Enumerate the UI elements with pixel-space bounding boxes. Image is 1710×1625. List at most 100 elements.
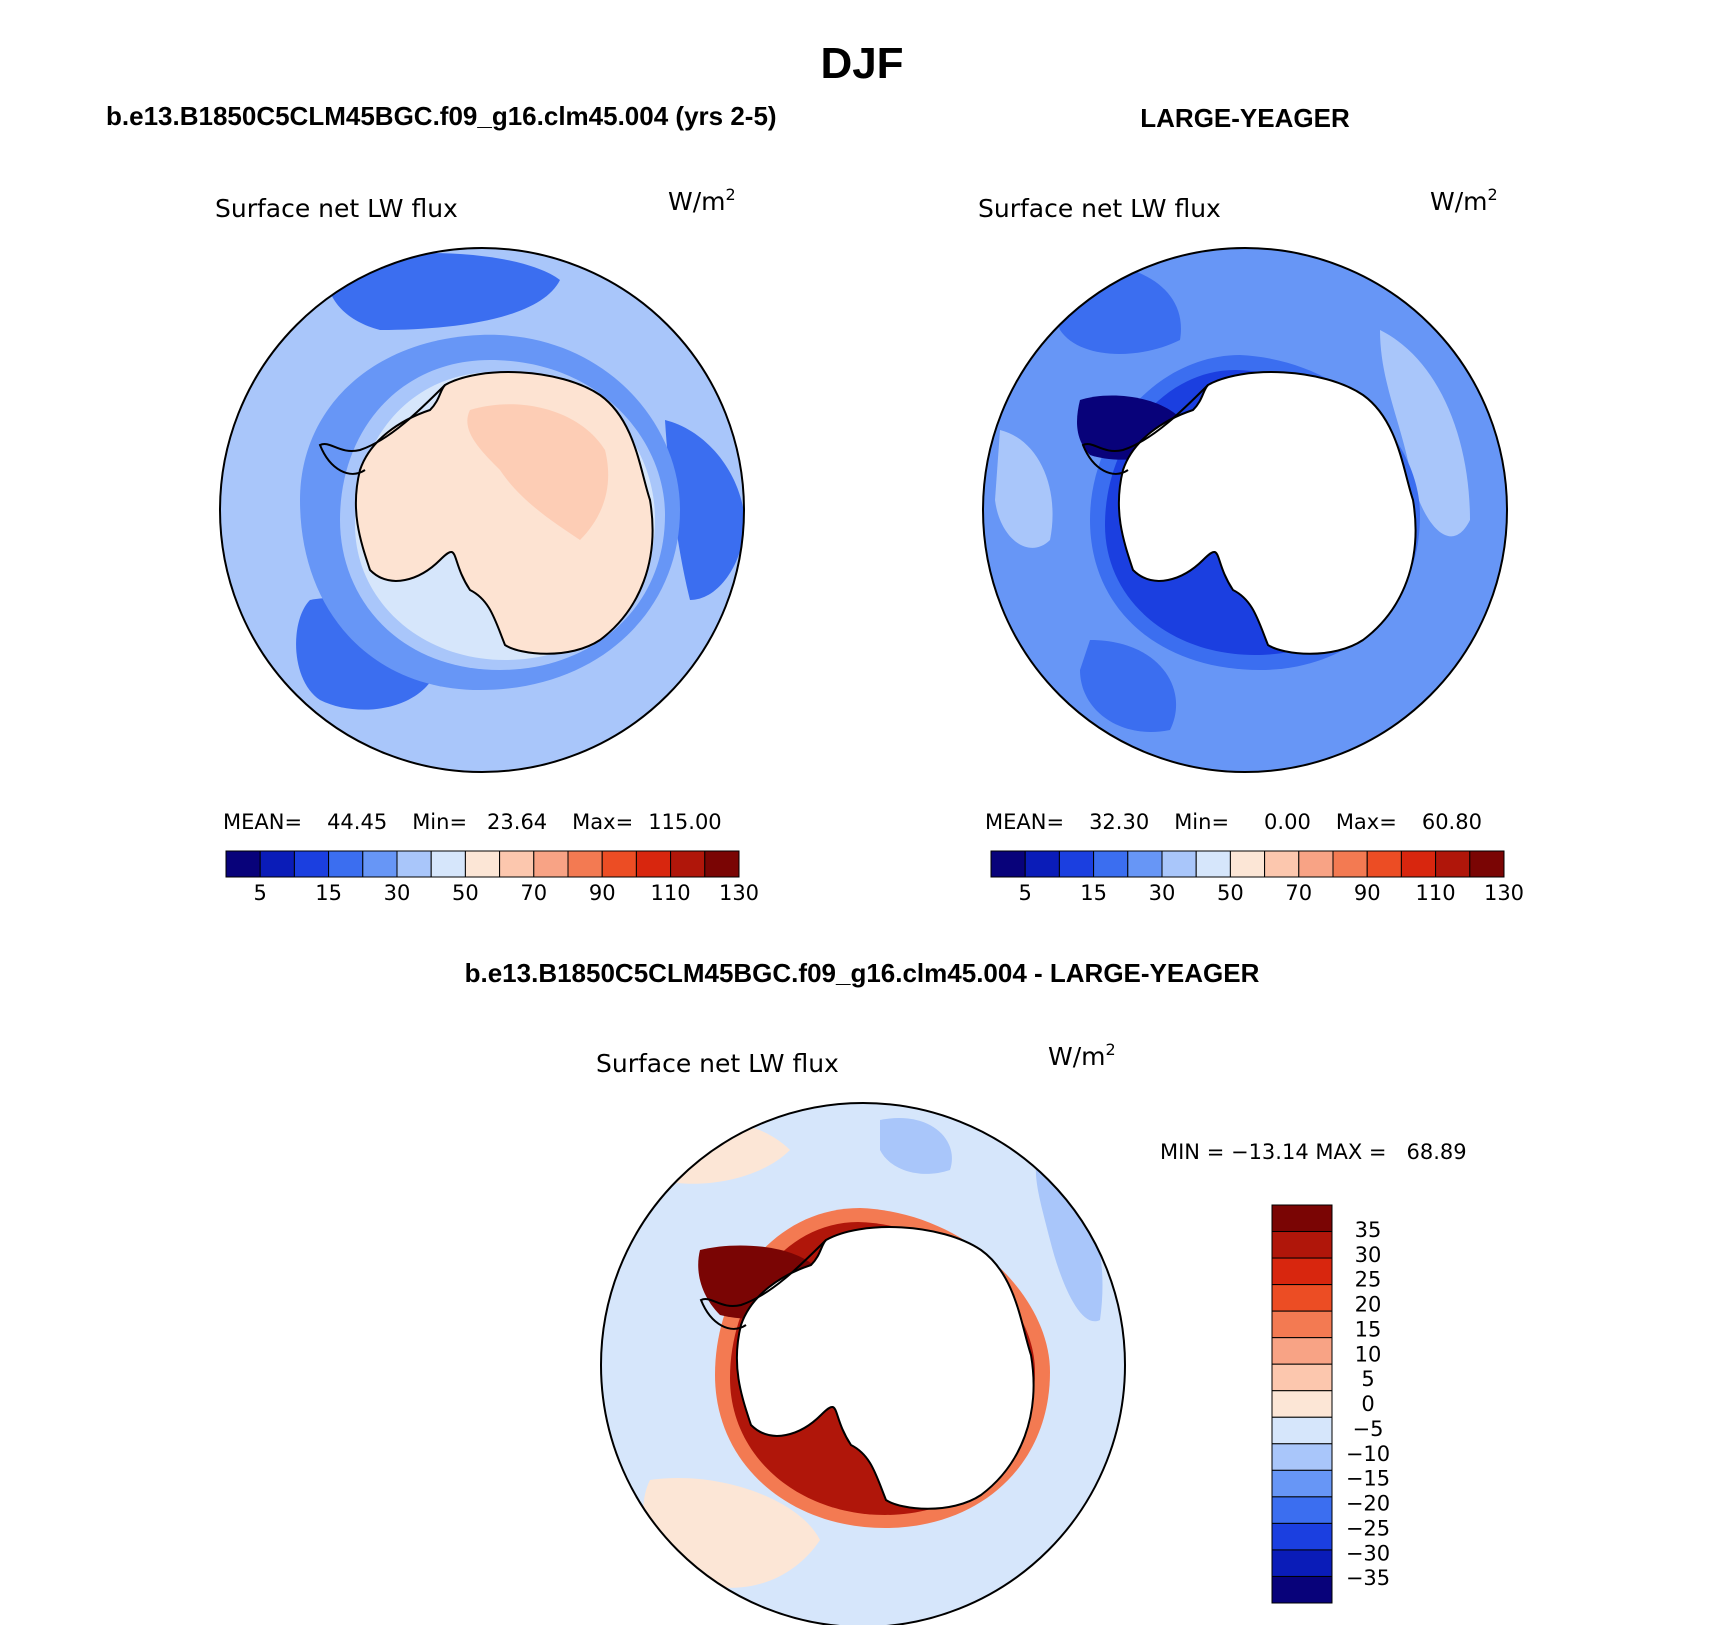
cb3-tick-label: 30 <box>1355 1243 1382 1267</box>
cb2-tick-label: 30 <box>1149 881 1176 905</box>
colorbar-swatch <box>1161 850 1197 878</box>
colorbar-swatch <box>533 850 569 878</box>
colorbar-swatch <box>601 850 637 878</box>
cb1-tick-label: 15 <box>315 881 342 905</box>
cb3-tick-label: −20 <box>1346 1492 1390 1516</box>
colorbar-swatch <box>464 850 501 878</box>
panel-obs-contour-light-east <box>1380 330 1470 537</box>
panel-obs-stats: MEAN= 32.30 Min= 0.00 Max= 60.80 <box>985 810 1482 834</box>
colorbar-swatch <box>1024 850 1060 878</box>
panel-model-colorbar <box>225 850 740 878</box>
cb3-tick-label: −30 <box>1346 1541 1390 1565</box>
colorbar-swatch <box>1271 1310 1333 1339</box>
colorbar-swatch <box>1400 850 1437 878</box>
cb2-tick-label: 70 <box>1285 881 1312 905</box>
colorbar-swatch <box>1271 1363 1333 1392</box>
colorbar-swatch <box>225 850 261 878</box>
panel-obs-contour-dark-south <box>1080 640 1177 732</box>
colorbar-swatch <box>396 850 432 878</box>
panel-model-contour-darkblue-north <box>327 253 560 330</box>
colorbar-swatch <box>1332 850 1368 878</box>
cb1-tick-label: 70 <box>520 881 547 905</box>
panel-diff-colorbar <box>1271 1204 1333 1604</box>
colorbar-swatch <box>1271 1416 1333 1445</box>
colorbar-swatch <box>1435 850 1471 878</box>
cb3-tick-label: 15 <box>1355 1317 1382 1341</box>
panel-model: b.e13.B1850C5CLM45BGC.f09_g16.clm45.004 … <box>106 101 777 905</box>
panel-model-peninsula <box>318 384 446 475</box>
colorbar-swatch <box>1298 850 1334 878</box>
colorbar-swatch <box>1229 850 1266 878</box>
colorbar-swatch <box>1271 1575 1333 1604</box>
cb3-tick-label: −25 <box>1346 1516 1390 1540</box>
panel-diff-units: W/m2 <box>1048 1040 1116 1071</box>
colorbar-swatch <box>567 850 603 878</box>
cb1-tick-label: 30 <box>384 881 411 905</box>
panel-obs-peninsula <box>1081 384 1209 475</box>
panel-diff-title: b.e13.B1850C5CLM45BGC.f09_g16.clm45.004 … <box>465 958 1260 988</box>
colorbar-swatch <box>1271 1284 1333 1312</box>
colorbar-swatch <box>1093 850 1129 878</box>
panel-obs-land <box>1117 371 1417 655</box>
colorbar-swatch <box>1271 1549 1333 1577</box>
panel-obs-contour-light-west <box>995 430 1053 548</box>
cb3-tick-label: 10 <box>1355 1342 1382 1366</box>
panel-diff-contour-cool-north <box>880 1118 952 1174</box>
cb2-tick-label: 15 <box>1080 881 1107 905</box>
panel-obs-subtitle: Surface net LW flux <box>978 194 1221 223</box>
panel-diff-contour-cool-east <box>1035 1150 1103 1322</box>
colorbar-swatch <box>499 850 535 878</box>
colorbar-swatch <box>1271 1337 1333 1365</box>
colorbar-swatch <box>704 850 740 878</box>
panel-model-subtitle: Surface net LW flux <box>215 194 458 223</box>
panel-model-land-warm-patch <box>467 404 609 540</box>
panel-model-title: b.e13.B1850C5CLM45BGC.f09_g16.clm45.004 … <box>106 101 777 131</box>
cb3-tick-label: 20 <box>1355 1293 1382 1317</box>
cb2-tick-label: 130 <box>1484 881 1524 905</box>
colorbar-swatch <box>362 850 398 878</box>
colorbar-swatch <box>1127 850 1163 878</box>
colorbar-swatch <box>1271 1496 1333 1524</box>
cb2-tick-label: 90 <box>1354 881 1381 905</box>
cb2-tick-label: 110 <box>1416 881 1456 905</box>
panel-diff-map-border <box>600 1102 1126 1625</box>
panel-model-units: W/m2 <box>668 185 736 216</box>
panel-obs: LARGE-YEAGER Surface net LW flux W/m2 ME… <box>978 103 1524 905</box>
cb1-tick-label: 90 <box>589 881 616 905</box>
cb3-tick-label: 0 <box>1361 1392 1374 1416</box>
colorbar-swatch <box>1058 850 1095 878</box>
panel-model-colorbar-ticks: 5 15 30 50 70 90 110 130 <box>254 881 760 905</box>
panel-difference: b.e13.B1850C5CLM45BGC.f09_g16.clm45.004 … <box>465 958 1467 1625</box>
colorbar-swatch <box>259 850 295 878</box>
colorbar-swatch <box>1271 1204 1333 1233</box>
cb1-tick-label: 5 <box>254 881 267 905</box>
colorbar-swatch <box>328 850 364 878</box>
panel-diff-colorbar-ticks: 35 30 25 20 15 10 5 0 −5 −10 −15 −20 −25… <box>1346 1218 1390 1590</box>
panel-model-stats: MEAN= 44.45 Min= 23.64 Max= 115.00 <box>223 810 722 834</box>
colorbar-swatch <box>990 850 1026 878</box>
panel-obs-colorbar-ticks: 5 15 30 50 70 90 110 130 <box>1019 881 1525 905</box>
panel-obs-map <box>983 248 1507 772</box>
cb3-tick-label: 35 <box>1355 1218 1382 1242</box>
panel-model-contour-darkblue-east <box>665 420 744 600</box>
panel-diff-map <box>601 1103 1125 1625</box>
panel-model-map <box>220 248 744 772</box>
colorbar-swatch <box>1271 1390 1333 1418</box>
colorbar-swatch <box>1271 1469 1333 1498</box>
cb1-tick-label: 130 <box>719 881 759 905</box>
colorbar-swatch <box>1264 850 1300 878</box>
colorbar-swatch <box>1366 850 1402 878</box>
panel-model-map-border <box>219 247 745 773</box>
colorbar-swatch <box>1271 1522 1333 1551</box>
colorbar-swatch <box>293 850 330 878</box>
cb3-tick-label: 5 <box>1361 1367 1374 1391</box>
cb3-tick-label: −5 <box>1353 1417 1384 1441</box>
cb3-tick-label: −15 <box>1346 1467 1390 1491</box>
panel-obs-colorbar <box>990 850 1505 878</box>
panel-obs-map-border <box>982 247 1508 773</box>
cb3-tick-label: 25 <box>1355 1268 1382 1292</box>
colorbar-swatch <box>1271 1257 1333 1286</box>
panel-obs-title: LARGE-YEAGER <box>1140 103 1350 133</box>
colorbar-swatch <box>1469 850 1505 878</box>
